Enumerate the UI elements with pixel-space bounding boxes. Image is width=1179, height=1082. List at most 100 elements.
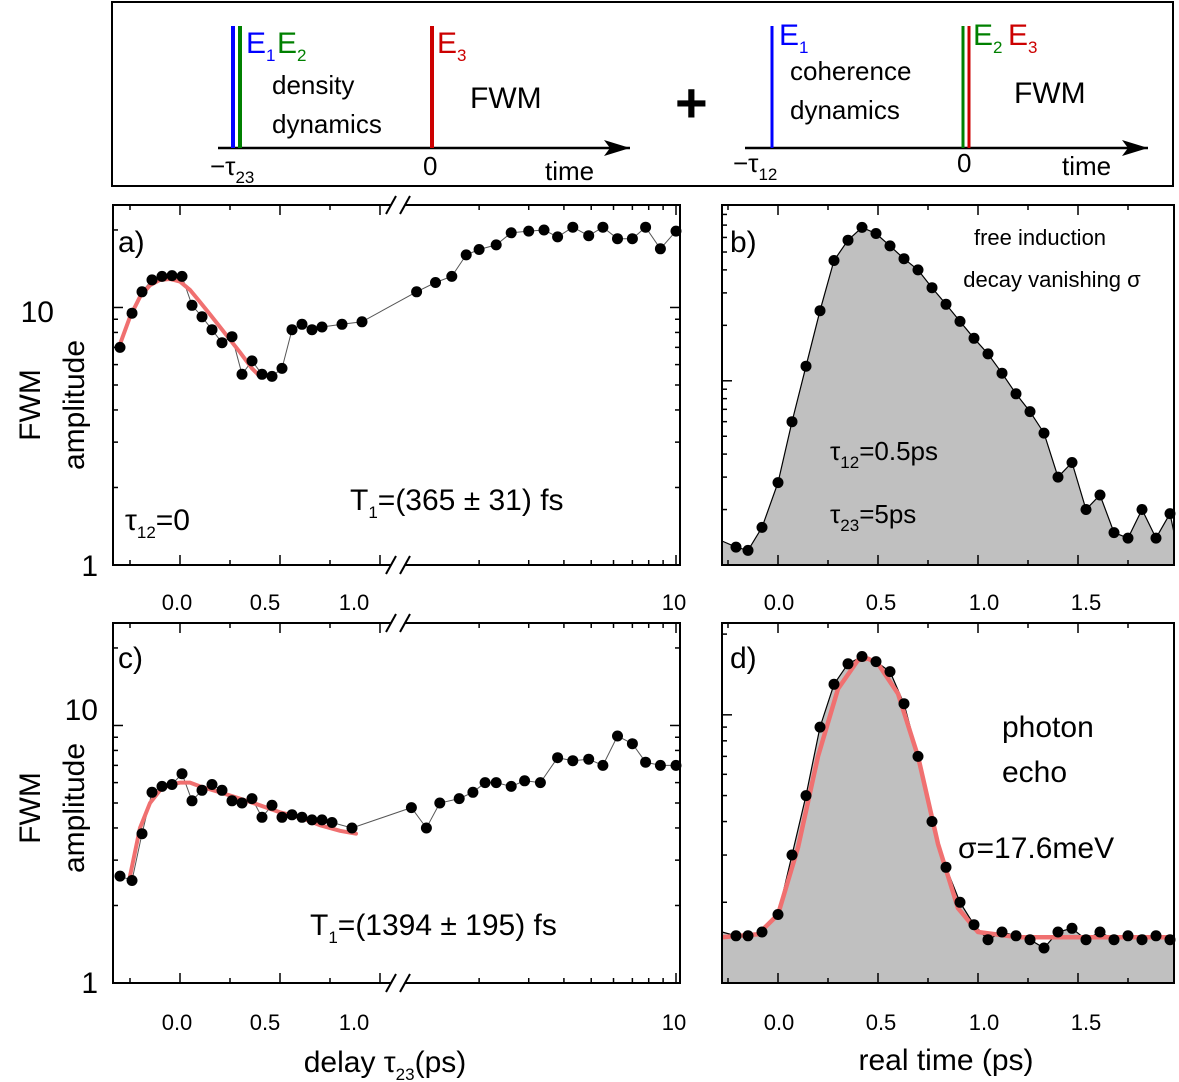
zero-label-right: 0 xyxy=(957,148,971,178)
ylabel-a-line2: amplitude xyxy=(58,340,91,470)
label-e1-left: E1 xyxy=(246,27,275,65)
data-point xyxy=(146,786,158,798)
data-point xyxy=(316,321,328,333)
data-point xyxy=(786,416,798,428)
axis-break-mark xyxy=(385,555,397,575)
data-point xyxy=(356,316,368,328)
panel-c-ticks xyxy=(113,613,680,993)
data-point xyxy=(156,780,168,792)
data-point xyxy=(870,656,882,668)
xtick-a-1: 1.0 xyxy=(339,590,370,615)
data-point xyxy=(954,896,966,908)
tau12-label: −τ12 xyxy=(733,148,777,184)
panel-d-letter: d) xyxy=(730,642,757,675)
data-point xyxy=(730,541,742,553)
data-point xyxy=(1108,527,1120,539)
xlabel-d: real time (ps) xyxy=(858,1044,1033,1077)
data-point xyxy=(411,286,423,298)
panel-c-letter: c) xyxy=(118,642,143,675)
xlabel-c: delay τ23(ps) xyxy=(304,1046,467,1082)
data-point xyxy=(856,221,868,233)
data-point xyxy=(552,752,564,764)
data-point xyxy=(306,814,318,826)
ytick-c-1: 1 xyxy=(81,967,98,1000)
data-point xyxy=(786,849,798,861)
data-point xyxy=(1066,922,1078,934)
data-point xyxy=(982,934,994,946)
data-point xyxy=(1010,930,1022,942)
xtick-a-05: 0.5 xyxy=(250,590,281,615)
data-point xyxy=(216,784,228,796)
data-point xyxy=(136,286,148,298)
data-point xyxy=(186,795,198,807)
data-point xyxy=(206,324,218,336)
xtick-b-0: 0.0 xyxy=(764,590,795,615)
data-point xyxy=(1164,934,1176,946)
data-point xyxy=(583,230,595,242)
data-point xyxy=(828,678,840,690)
data-point xyxy=(276,811,288,823)
schematic-box xyxy=(111,1,1174,187)
data-point xyxy=(136,828,148,840)
data-point xyxy=(256,368,268,380)
time-label-left: time xyxy=(545,156,594,186)
data-point xyxy=(800,360,812,372)
data-point xyxy=(926,282,938,294)
data-point xyxy=(814,305,826,317)
xtick-b-15: 1.5 xyxy=(1071,590,1102,615)
data-point xyxy=(654,759,666,771)
data-point xyxy=(912,750,924,762)
panel-b-ticks xyxy=(722,204,1129,566)
data-point xyxy=(306,324,318,336)
data-point xyxy=(756,521,768,533)
data-point xyxy=(1052,926,1064,938)
data-point xyxy=(742,930,754,942)
text-fwm-left: FWM xyxy=(470,82,542,115)
data-point xyxy=(166,779,178,790)
ytick-a-1: 1 xyxy=(81,550,98,583)
data-point xyxy=(196,311,208,323)
data-point xyxy=(772,477,784,489)
label-tau12-b: τ12=0.5ps xyxy=(830,436,938,472)
data-point xyxy=(742,544,754,556)
data-point xyxy=(842,658,854,670)
data-point xyxy=(828,255,840,266)
data-point xyxy=(405,802,417,814)
data-point xyxy=(884,240,896,252)
data-point xyxy=(236,797,248,809)
data-point xyxy=(1080,504,1092,515)
data-point xyxy=(196,784,208,796)
arrow-head-left xyxy=(604,140,630,156)
data-point xyxy=(1024,406,1036,418)
data-point xyxy=(670,225,682,237)
label-photon: photon xyxy=(1002,711,1094,744)
data-point xyxy=(982,348,994,360)
label-e3-right: E3 xyxy=(1008,19,1037,57)
text-coherence: coherence xyxy=(790,56,911,86)
data-point xyxy=(479,777,491,789)
data-point xyxy=(316,814,328,826)
ylabel-c-line2: amplitude xyxy=(58,743,91,873)
plus-sign: + xyxy=(675,71,708,134)
label-t1-a: T1=(365 ± 31) fs xyxy=(350,484,564,522)
data-point xyxy=(1010,388,1022,400)
panel-a: a) 10 1 0.0 0.5 1.0 10 FWM amplitude τ12… xyxy=(14,195,686,615)
data-point xyxy=(166,270,178,282)
label-tau23-b: τ23=5ps xyxy=(830,499,916,535)
data-point xyxy=(640,756,652,768)
axis-break-mark xyxy=(385,195,397,215)
data-point xyxy=(176,270,188,282)
data-point xyxy=(1094,926,1106,938)
data-point xyxy=(968,919,980,931)
data-point xyxy=(505,780,517,792)
data-point xyxy=(216,337,228,349)
data-point xyxy=(912,264,924,276)
data-point xyxy=(1136,934,1148,946)
panel-d-ticks xyxy=(722,623,1129,984)
data-point xyxy=(246,793,258,805)
zero-label-left: 0 xyxy=(423,151,437,181)
data-point xyxy=(296,318,308,330)
text-dynamics-left: dynamics xyxy=(272,109,382,139)
label-e1-right: E1 xyxy=(779,19,808,57)
